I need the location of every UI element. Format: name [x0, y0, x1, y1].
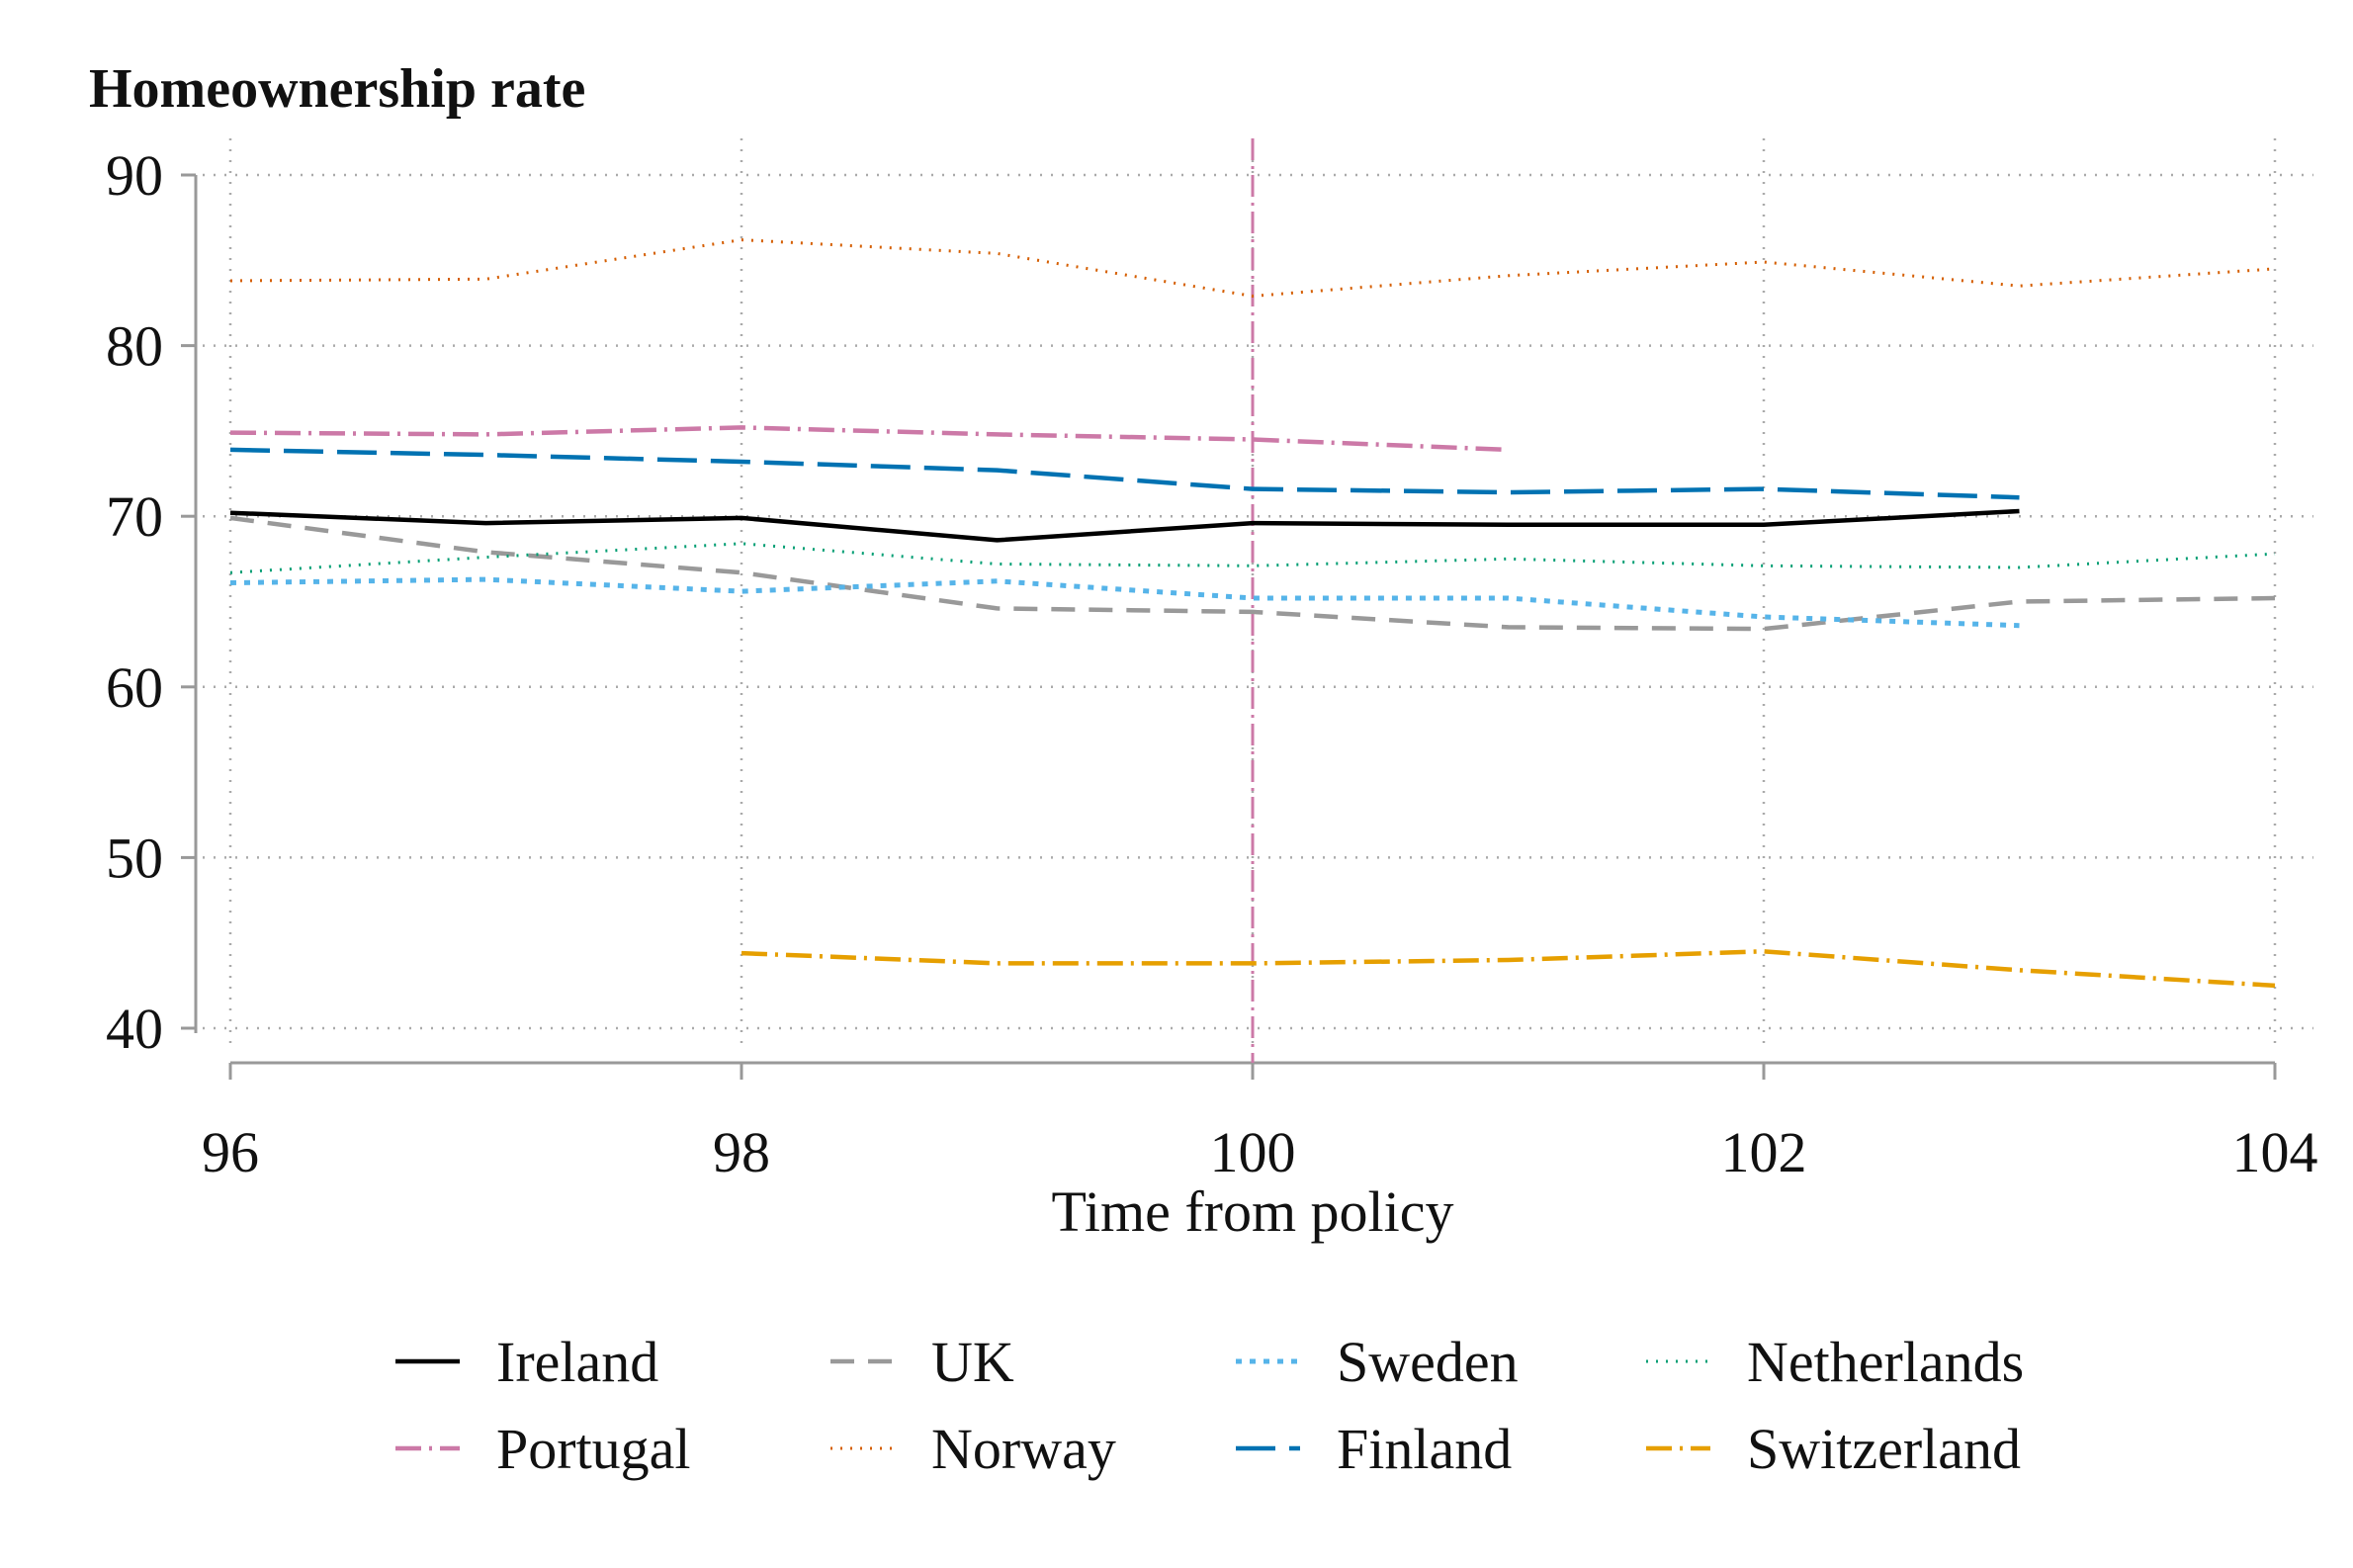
series-lines [229, 238, 2276, 989]
axes: 40 50 60 70 80 90 96 98 100 102 104 [106, 143, 2318, 1184]
legend: Ireland UK Sweden Netherlands Portugal Norway… [395, 1330, 2024, 1481]
legend-label-ireland: Ireland [496, 1330, 658, 1394]
y-tick-label: 40 [106, 997, 163, 1061]
legend-label-uk: UK [931, 1330, 1014, 1394]
x-tick-label: 102 [1721, 1120, 1807, 1184]
legend-label-netherlands: Netherlands [1747, 1330, 2024, 1394]
series-line-sweden [229, 576, 2020, 629]
x-axis-label: Time from policy [1051, 1179, 1453, 1244]
x-tick-label: 104 [2232, 1120, 2318, 1184]
y-tick-label: 90 [106, 143, 163, 208]
series-line-norway [229, 238, 2276, 298]
chart-title: Homeownership rate [89, 58, 585, 120]
series-line-ireland [229, 508, 2020, 543]
y-tick-label: 70 [106, 484, 163, 549]
legend-label-norway: Norway [931, 1417, 1116, 1481]
x-tick-label: 100 [1210, 1120, 1296, 1184]
legend-label-portugal: Portugal [496, 1417, 691, 1481]
series-line-finland [229, 447, 2020, 500]
x-tick-label: 96 [202, 1120, 259, 1184]
x-tick-label: 98 [713, 1120, 770, 1184]
legend-label-sweden: Sweden [1337, 1330, 1519, 1394]
series-line-portugal [229, 425, 1509, 453]
gridlines [203, 138, 2313, 1048]
legend-label-switzerland: Switzerland [1747, 1417, 2021, 1481]
y-tick-label: 50 [106, 826, 163, 890]
series-line-switzerland [741, 949, 2276, 989]
series-line-uk [229, 515, 2276, 632]
y-tick-label: 80 [106, 314, 163, 379]
y-tick-label: 60 [106, 655, 163, 720]
legend-label-finland: Finland [1337, 1417, 1512, 1481]
